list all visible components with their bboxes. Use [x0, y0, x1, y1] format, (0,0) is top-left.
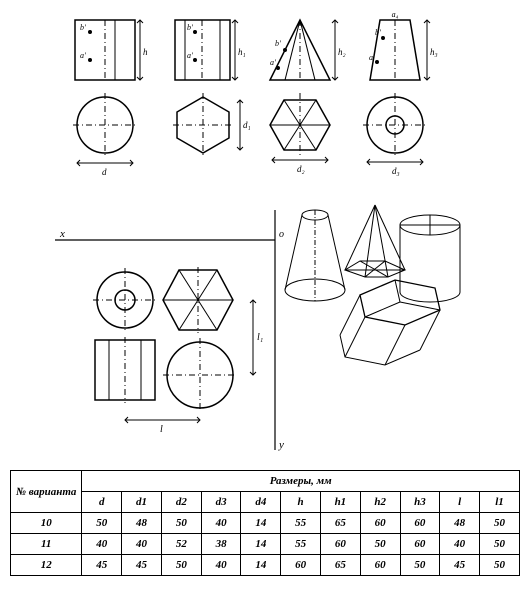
- table-row: 11 40 40 52 38 14 55 60 50 60 40 50: [11, 534, 520, 555]
- col-d3: d3: [201, 492, 241, 513]
- cell: 60: [400, 513, 440, 534]
- svg-text:a': a': [369, 53, 375, 62]
- col-d1: d1: [122, 492, 162, 513]
- cell: 50: [161, 513, 201, 534]
- label-o: o: [279, 229, 284, 240]
- cell: 14: [241, 555, 281, 576]
- header-sizes: Размеры, мм: [82, 471, 520, 492]
- label-a1: a': [80, 51, 86, 60]
- cell: 60: [400, 534, 440, 555]
- label-l1: l₁: [257, 332, 263, 343]
- col-l: l: [440, 492, 480, 513]
- label-d2: d₂: [297, 164, 305, 174]
- col-d2: d2: [161, 492, 201, 513]
- col-d: d: [82, 492, 122, 513]
- cell: 48: [440, 513, 480, 534]
- cell: 50: [480, 555, 520, 576]
- cell: 65: [321, 555, 361, 576]
- cell: 40: [440, 534, 480, 555]
- cell: 60: [321, 534, 361, 555]
- svg-text:a': a': [270, 58, 276, 67]
- label-d: d: [102, 167, 107, 177]
- cell: 55: [281, 513, 321, 534]
- cell: 50: [161, 555, 201, 576]
- column-headers-row: d d1 d2 d3 d4 h h1 h2 h3 l l1: [11, 492, 520, 513]
- cell: 40: [82, 534, 122, 555]
- dimensions-table-area: № варианта Размеры, мм d d1 d2 d3 d4 h h…: [0, 470, 530, 586]
- label-h3: h₃: [430, 47, 438, 57]
- col-d4: d4: [241, 492, 281, 513]
- header-variant: № варианта: [11, 471, 82, 513]
- label-x: x: [59, 228, 65, 240]
- cell: 50: [480, 513, 520, 534]
- cell: 45: [122, 555, 162, 576]
- table-row: 12 45 45 50 40 14 60 65 60 50 45 50: [11, 555, 520, 576]
- col-h1: h1: [321, 492, 361, 513]
- cell: 60: [281, 555, 321, 576]
- svg-text:b': b': [275, 39, 281, 48]
- label-l: l: [160, 424, 163, 435]
- cell-variant: 10: [11, 513, 82, 534]
- cell: 14: [241, 513, 281, 534]
- svg-text:a': a': [187, 51, 193, 60]
- cell-variant: 12: [11, 555, 82, 576]
- label-b1: b': [80, 23, 86, 32]
- svg-text:a₄: a₄: [392, 10, 399, 19]
- cell: 60: [360, 555, 400, 576]
- col-h2: h2: [360, 492, 400, 513]
- cell: 14: [241, 534, 281, 555]
- label-d1: d₁: [243, 120, 251, 130]
- dimensions-table: № варианта Размеры, мм d d1 d2 d3 d4 h h…: [10, 470, 520, 576]
- cell: 40: [201, 513, 241, 534]
- col-h: h: [281, 492, 321, 513]
- cell: 50: [82, 513, 122, 534]
- engineering-figure: b' a' h b' a' h₁: [0, 0, 530, 470]
- col-l1: l1: [480, 492, 520, 513]
- cell: 40: [201, 555, 241, 576]
- cell: 48: [122, 513, 162, 534]
- drawing-svg: b' a' h b' a' h₁: [55, 10, 475, 460]
- cell: 55: [281, 534, 321, 555]
- cell: 52: [161, 534, 201, 555]
- cell: 50: [360, 534, 400, 555]
- cell: 45: [440, 555, 480, 576]
- cell: 60: [360, 513, 400, 534]
- table-row: 10 50 48 50 40 14 55 65 60 60 48 50: [11, 513, 520, 534]
- col-h3: h3: [400, 492, 440, 513]
- cell: 38: [201, 534, 241, 555]
- label-h1: h₁: [238, 47, 246, 57]
- cell: 40: [122, 534, 162, 555]
- label-h2: h₂: [338, 47, 346, 57]
- cell-variant: 11: [11, 534, 82, 555]
- cell: 50: [400, 555, 440, 576]
- svg-text:b': b': [187, 23, 193, 32]
- cell: 45: [82, 555, 122, 576]
- label-d3: d₃: [392, 166, 400, 176]
- cell: 50: [480, 534, 520, 555]
- cell: 65: [321, 513, 361, 534]
- label-y: y: [278, 439, 284, 451]
- svg-text:b': b': [375, 28, 381, 37]
- label-h: h: [143, 47, 148, 57]
